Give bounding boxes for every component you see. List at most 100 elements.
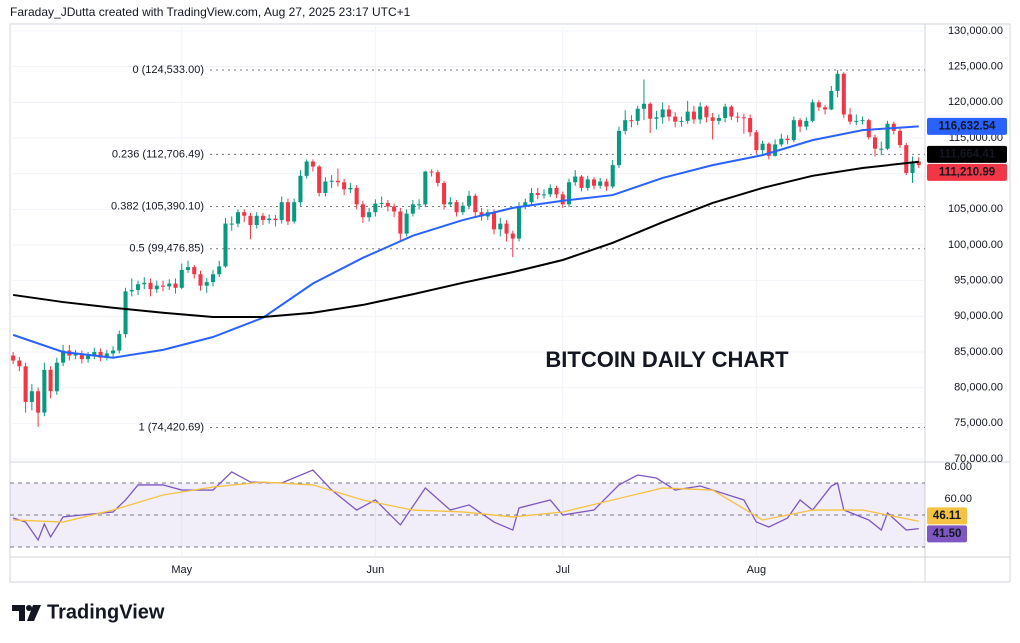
candle-body [254, 215, 259, 226]
price-label: 46.11 [933, 510, 962, 522]
candle-body [523, 202, 528, 207]
candle-body [354, 187, 359, 205]
candle-body [229, 223, 234, 225]
price-label-box [927, 163, 1007, 181]
candle-body [804, 120, 809, 127]
candle-body [554, 187, 559, 195]
candle-body [510, 233, 515, 239]
candle-body [429, 171, 434, 173]
candle-body [92, 352, 97, 356]
fib-label: 1 (74,420.69) [139, 421, 204, 433]
candle-body [42, 369, 47, 413]
candle-body [904, 145, 909, 173]
candle-body [285, 202, 290, 222]
logo-text: TradingView [47, 601, 165, 623]
candle-body [279, 202, 284, 221]
candle-body [54, 362, 59, 392]
candle-body [916, 161, 921, 166]
candle-body [348, 187, 353, 190]
candle-body [629, 120, 634, 122]
candle-body [123, 291, 128, 335]
candle-body [616, 130, 621, 166]
y-tick-label: 70,000.00 [954, 453, 1003, 465]
moving-average [12, 160, 919, 319]
price-label-box [927, 507, 967, 525]
candle-body [323, 181, 328, 193]
candle-body [585, 179, 590, 188]
x-tick-label: Jun [367, 564, 385, 576]
candle-body [29, 391, 34, 402]
y-tick-label: 85,000.00 [954, 346, 1003, 358]
candle-body [673, 116, 678, 122]
candle-body [204, 282, 209, 286]
price-label: 116,632.54 [939, 120, 997, 132]
y-tick-label: 75,000.00 [954, 417, 1003, 429]
candle-body [304, 161, 309, 176]
price-label: 111,210.99 [939, 166, 995, 178]
y-tick-label: 60.00 [944, 493, 972, 505]
candle-body [604, 181, 609, 187]
candle-body [273, 218, 278, 221]
candle-body [704, 106, 709, 118]
candle-body [835, 73, 840, 91]
candle-body [723, 106, 728, 119]
candle-body [86, 355, 91, 360]
y-tick-label: 90,000.00 [954, 310, 1003, 322]
candle-body [379, 202, 384, 204]
candle-body [173, 283, 178, 288]
candle-body [785, 138, 790, 141]
candle-body [716, 118, 721, 121]
candle-body [698, 106, 703, 120]
y-tick-label: 95,000.00 [954, 275, 1003, 287]
candle-body [741, 117, 746, 119]
candle-body [136, 284, 141, 290]
candle-body [98, 352, 103, 358]
candle-body [192, 267, 197, 275]
candle-body [760, 143, 765, 151]
candle-body [473, 195, 478, 213]
candle-body [798, 120, 803, 127]
moving-average [12, 125, 919, 359]
candle-body [448, 202, 453, 205]
fib-label: 0 (124,533.00) [132, 64, 204, 76]
candle-body [873, 137, 878, 149]
candle-body [342, 182, 347, 190]
candle-body [685, 111, 690, 121]
candle-body [104, 353, 109, 358]
candle-body [117, 334, 122, 351]
candle-body [754, 132, 759, 151]
candle-body [679, 120, 684, 122]
candle-body [897, 130, 903, 146]
candle-body [404, 213, 409, 234]
candle-body [848, 114, 853, 122]
candle-body [385, 202, 390, 207]
candle-body [223, 223, 228, 267]
candle-body [317, 166, 322, 193]
candle-body [504, 223, 509, 234]
candle-body [660, 109, 665, 118]
candle-body [779, 138, 784, 145]
candle-body [129, 289, 134, 292]
candle-body [791, 120, 796, 141]
candle-body [460, 205, 465, 213]
candle-body [335, 180, 340, 183]
candle-body [579, 176, 584, 188]
candle-body [242, 212, 247, 216]
y-tick-label: 100,000.00 [948, 239, 1003, 251]
candle-body [435, 172, 440, 183]
candle-body [260, 215, 265, 221]
frame [9, 23, 1011, 583]
candle-body [148, 282, 153, 290]
y-tick-label: 105,000.00 [948, 203, 1003, 215]
candle-body [829, 90, 834, 110]
candle-body [560, 194, 565, 205]
price-pane: 0 (124,533.00) 0.236 (112,706.49) 0.382 (1… [10, 24, 925, 462]
candle-body [298, 175, 303, 203]
candle-body [654, 117, 659, 119]
candle-body [854, 120, 859, 122]
candle-body [185, 267, 191, 270]
candle-body [666, 109, 671, 117]
candle-body [748, 118, 753, 133]
candle-body [367, 212, 372, 218]
